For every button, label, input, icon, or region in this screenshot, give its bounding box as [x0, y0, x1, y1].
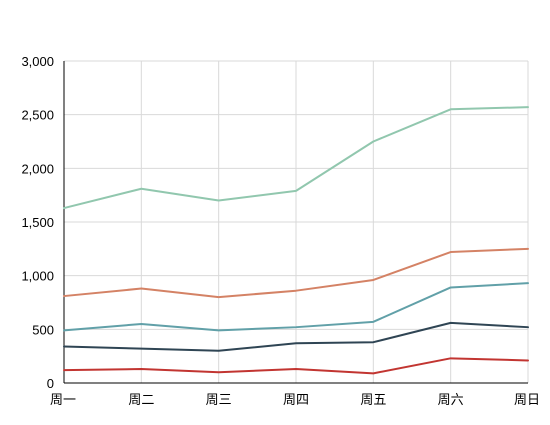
axes — [63, 61, 528, 384]
x-tick-label: 周二 — [128, 392, 154, 407]
series-line-3 — [63, 282, 529, 332]
y-tick-label: 3,000 — [21, 54, 54, 69]
y-tick-labels: 0 500 1,000 1,500 2,000 2,500 3,000 — [21, 54, 54, 391]
x-tick-labels: 周一 周二 周三 周四 周五 周六 周日 — [50, 392, 540, 407]
y-tick-label: 500 — [32, 322, 54, 337]
y-tick-label: 0 — [47, 376, 54, 391]
grid-lines — [64, 60, 529, 383]
y-tick-label: 2,000 — [21, 161, 54, 176]
x-tick-label: 周六 — [438, 392, 464, 407]
x-tick-label: 周一 — [50, 392, 76, 407]
series-line-5 — [63, 106, 529, 210]
x-tick-label: 周日 — [514, 392, 540, 407]
series-line-2 — [63, 321, 529, 352]
x-tick-label: 周三 — [206, 392, 232, 407]
series-line-4 — [63, 247, 529, 299]
series-line-1 — [63, 357, 529, 375]
x-tick-label: 周五 — [360, 392, 386, 407]
x-tick-label: 周四 — [283, 392, 309, 407]
series-lines — [63, 106, 529, 375]
y-tick-label: 1,000 — [21, 269, 54, 284]
y-tick-label: 2,500 — [21, 108, 54, 123]
y-tick-label: 1,500 — [21, 215, 54, 230]
